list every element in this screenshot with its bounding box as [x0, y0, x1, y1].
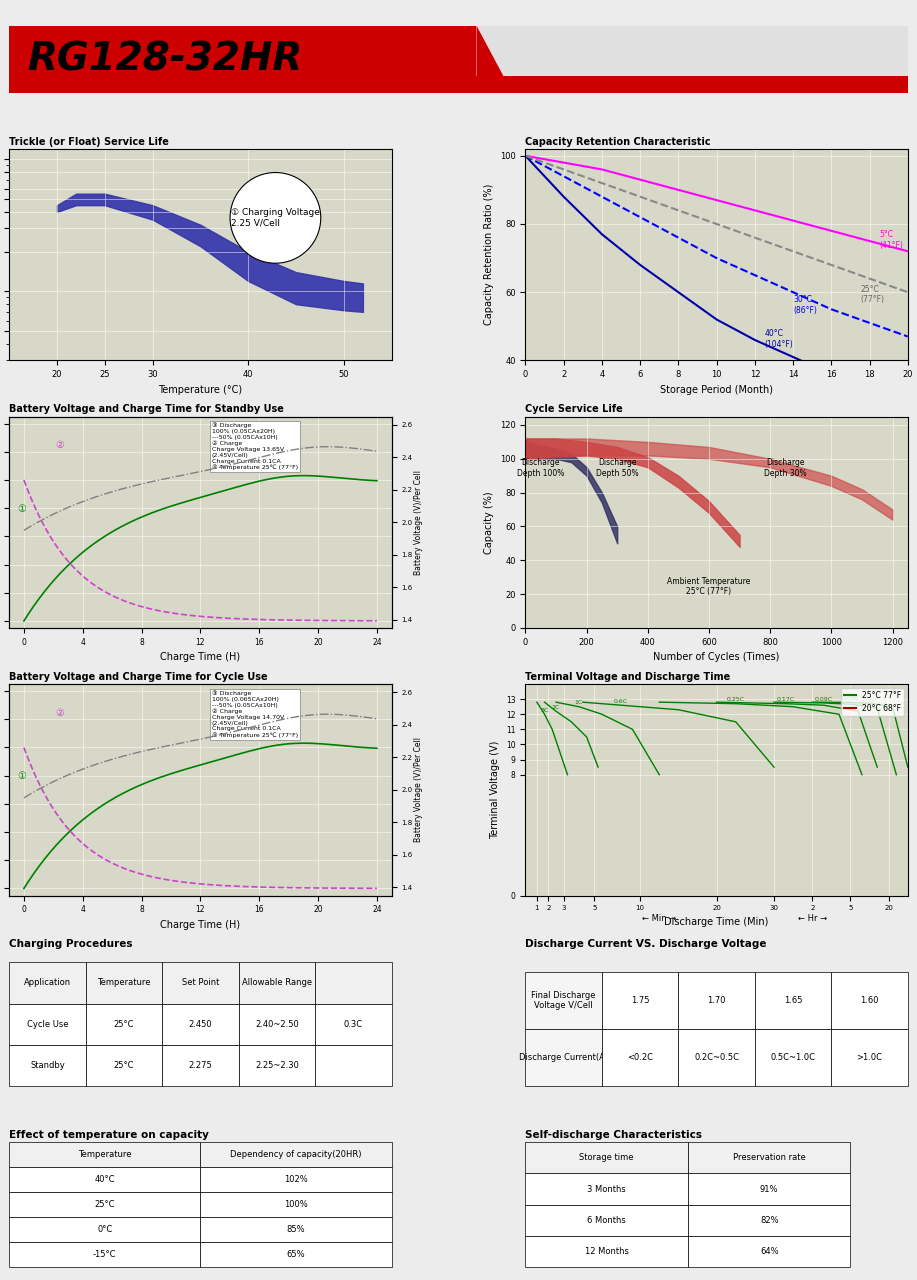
Charge Qty [356, 740, 367, 755]
Text: Ambient Temperature
25°C (77°F): Ambient Temperature 25°C (77°F) [668, 577, 751, 596]
Text: Discharge
Depth 30%: Discharge Depth 30% [764, 458, 807, 477]
X-axis label: Charge Time (H): Charge Time (H) [160, 920, 240, 929]
Bar [9, 26, 477, 93]
X-axis label: Discharge Time (Min): Discharge Time (Min) [665, 916, 768, 927]
Charge Qty [343, 739, 354, 754]
Text: Trickle (or Float) Service Life: Trickle (or Float) Service Life [9, 137, 169, 147]
Text: RG128-32HR: RG128-32HR [28, 40, 303, 78]
Text: ③ Discharge
100% (0.05CAx20H)
---50% (0.05CAx10H)
② Charge
Charge Voltage 13.65V: ③ Discharge 100% (0.05CAx20H) ---50% (0.… [212, 422, 298, 471]
Text: 30°C
(86°F): 30°C (86°F) [793, 296, 817, 315]
Charge Qty [39, 851, 50, 867]
Text: Charging Procedures: Charging Procedures [9, 940, 133, 950]
Charge Qty [18, 881, 29, 896]
Charge Qty [356, 472, 367, 488]
FancyBboxPatch shape [9, 26, 908, 93]
Text: 2C: 2C [552, 705, 560, 710]
Line: Charge Qty: Charge Qty [24, 744, 377, 888]
Charge Qty [39, 582, 50, 598]
Charge Qty [113, 521, 124, 536]
Text: 0.17C: 0.17C [777, 698, 794, 703]
Text: Battery Voltage and Charge Time for Standby Use: Battery Voltage and Charge Time for Stan… [9, 404, 284, 415]
Charge Qty [371, 474, 382, 489]
Charge Qty [84, 539, 95, 554]
Charge Qty [113, 788, 124, 804]
Text: ① Charging Voltage
2.25 V/Cell: ① Charging Voltage 2.25 V/Cell [231, 209, 320, 228]
Charge Qty [18, 613, 29, 628]
Text: ①: ① [17, 772, 26, 781]
Text: Capacity Retention Characteristic: Capacity Retention Characteristic [525, 137, 711, 147]
Text: 1C: 1C [575, 700, 583, 705]
Text: 25°C
(77°F): 25°C (77°F) [860, 285, 884, 305]
Text: ← Min →: ← Min → [642, 914, 677, 923]
Charge Qty [33, 593, 44, 608]
Text: 0.09C: 0.09C [814, 696, 833, 701]
Text: 40°C
(104°F): 40°C (104°F) [765, 329, 793, 348]
Legend: 25°C 77°F, 20°C 68°F: 25°C 77°F, 20°C 68°F [841, 687, 904, 716]
Text: 0.05C: 0.05C [842, 696, 859, 701]
Text: 3C: 3C [540, 708, 548, 713]
Y-axis label: Battery Voltage (V)/Per Cell: Battery Voltage (V)/Per Cell [414, 737, 423, 842]
Text: 0.25C: 0.25C [726, 698, 745, 703]
Text: ②: ② [55, 708, 64, 718]
Text: ②: ② [55, 440, 64, 451]
Polygon shape [477, 26, 513, 93]
Text: Discharge
Depth 50%: Discharge Depth 50% [596, 458, 638, 477]
Charge Qty [343, 471, 354, 486]
Text: Cycle Service Life: Cycle Service Life [525, 404, 624, 415]
Text: Battery Voltage and Charge Time for Cycle Use: Battery Voltage and Charge Time for Cycl… [9, 672, 268, 682]
Charge Qty [299, 736, 310, 751]
X-axis label: Charge Time (H): Charge Time (H) [160, 653, 240, 662]
Y-axis label: Capacity (%): Capacity (%) [484, 492, 494, 553]
Text: 0.6C: 0.6C [614, 699, 628, 704]
Y-axis label: Battery Voltage (V)/Per Cell: Battery Voltage (V)/Per Cell [414, 470, 423, 575]
Charge Qty [84, 806, 95, 822]
X-axis label: Temperature (°C): Temperature (°C) [159, 385, 242, 394]
Text: 5°C
(41°F): 5°C (41°F) [879, 230, 903, 250]
Text: Terminal Voltage and Discharge Time: Terminal Voltage and Discharge Time [525, 672, 731, 682]
Text: Effect of temperature on capacity: Effect of temperature on capacity [9, 1130, 209, 1140]
Text: ← Hr →: ← Hr → [798, 914, 827, 923]
X-axis label: Number of Cycles (Times): Number of Cycles (Times) [654, 653, 779, 662]
Y-axis label: Capacity Retention Ratio (%): Capacity Retention Ratio (%) [484, 184, 494, 325]
Text: Self-discharge Characteristics: Self-discharge Characteristics [525, 1130, 702, 1140]
Text: Discharge Current VS. Discharge Voltage: Discharge Current VS. Discharge Voltage [525, 940, 767, 950]
Charge Qty [299, 468, 310, 484]
Charge Qty [33, 860, 44, 876]
Text: Discharge
Depth 100%: Discharge Depth 100% [517, 458, 564, 477]
Bar [477, 76, 908, 93]
Text: ①: ① [17, 503, 26, 513]
X-axis label: Storage Period (Month): Storage Period (Month) [660, 385, 773, 394]
Charge Qty [371, 741, 382, 756]
Line: Charge Qty: Charge Qty [24, 476, 377, 621]
Y-axis label: Terminal Voltage (V): Terminal Voltage (V) [491, 741, 501, 838]
Text: ③ Discharge
100% (0.065CAx20H)
---50% (0.05CAx10H)
② Charge
Charge Voltage 14.70: ③ Discharge 100% (0.065CAx20H) ---50% (0… [212, 690, 298, 739]
